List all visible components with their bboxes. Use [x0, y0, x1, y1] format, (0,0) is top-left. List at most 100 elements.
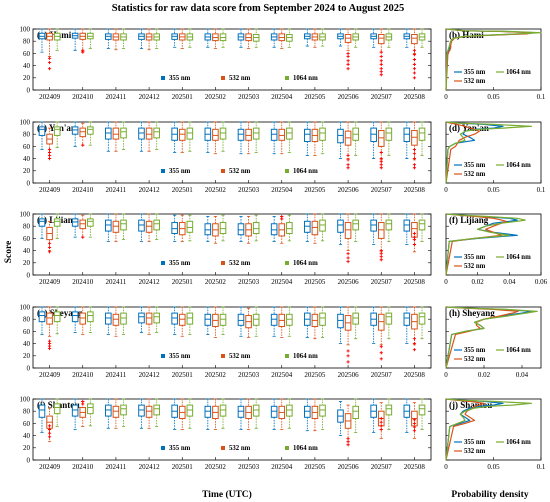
density-legend-label: 532 nm [464, 263, 486, 270]
density-legend-label: 355 nm [464, 254, 486, 261]
box-iqr [418, 312, 426, 325]
box-1064nm-202410 [87, 121, 94, 146]
y-tick-label: 60 [23, 50, 31, 58]
box-1064nm-202505 [319, 121, 326, 155]
outlier-point [47, 147, 52, 152]
box-iqr [53, 218, 61, 227]
box-355nm-202507 [370, 398, 377, 433]
box-iqr [377, 313, 385, 331]
density-panel-title: (j) Shantou [449, 400, 492, 410]
box-iqr [105, 127, 112, 140]
box-1064nm-202412 [153, 121, 160, 150]
box-iqr [71, 126, 79, 135]
x-tick-label: 202505 [304, 186, 326, 194]
box-iqr [385, 404, 393, 416]
outlier-point [346, 440, 350, 444]
box-iqr [186, 312, 194, 325]
box-iqr [105, 312, 112, 325]
box-1064nm-202501 [186, 28, 194, 48]
box-iqr [286, 127, 293, 140]
x-tick-label: 202410 [72, 463, 94, 471]
density-legend-label: 1064 nm [506, 162, 531, 169]
box-1064nm-202411 [120, 398, 127, 427]
box-iqr [120, 404, 127, 416]
box-355nm-202501 [171, 28, 178, 48]
y-tick-label: 80 [23, 223, 31, 231]
box-532nm-202411 [112, 28, 120, 51]
box-1064nm-202506 [352, 28, 359, 48]
outlier-point [379, 258, 383, 262]
box-iqr [53, 311, 61, 323]
density-x-tick-label: 0 [444, 278, 448, 286]
x-tick-label: 202505 [304, 278, 326, 286]
x-tick-label: 202505 [304, 463, 326, 471]
box-532nm-202502 [212, 28, 219, 49]
outlier-point [412, 152, 417, 156]
box-532nm-202412 [145, 398, 153, 429]
box-1064nm-202412 [153, 213, 160, 241]
box-iqr [105, 404, 112, 417]
box-355nm-202508 [403, 306, 411, 345]
box-355nm-202410 [71, 398, 79, 430]
box-iqr [411, 130, 418, 146]
density-x-tick-label: 0 [444, 371, 448, 379]
box-532nm-202502 [212, 121, 219, 155]
box-1064nm-202501 [186, 121, 194, 152]
box-355nm-202412 [138, 398, 145, 429]
outlier-point [346, 256, 350, 260]
box-1064nm-202505 [319, 306, 326, 338]
box-iqr [370, 127, 377, 143]
box-iqr [319, 312, 326, 326]
x-tick-label: 202410 [72, 371, 94, 379]
y-tick-label: 100 [20, 395, 31, 403]
outlier-point [379, 54, 383, 59]
outlier-point [412, 235, 417, 239]
outlier-point [379, 249, 383, 253]
box-iqr [87, 218, 94, 227]
box-iqr [319, 404, 326, 417]
outlier-point [346, 67, 350, 71]
box-355nm-202505 [304, 398, 311, 432]
density-legend-label: 355 nm [464, 439, 486, 446]
box-1064nm-202505 [319, 28, 326, 47]
density-legend-label: 355 nm [464, 69, 486, 76]
box-532nm-202410 [79, 306, 87, 335]
box-iqr [337, 128, 344, 144]
density-line-1064nm [445, 306, 538, 369]
box-355nm-202507 [370, 213, 377, 245]
box-1064nm-202504 [286, 121, 293, 153]
outlier-point [379, 150, 383, 155]
box-iqr [219, 127, 227, 140]
x-tick-label: 202503 [238, 278, 260, 286]
box-1064nm-202503 [252, 398, 260, 429]
figure-title: Statistics for raw data score from Septe… [112, 3, 405, 14]
box-iqr [204, 405, 212, 418]
outlier-point [379, 166, 383, 170]
box-355nm-202505 [304, 213, 311, 242]
box-1064nm-202507 [385, 213, 393, 242]
box-iqr [377, 222, 385, 239]
density-legend-label: 1064 nm [506, 254, 531, 261]
box-1064nm-202508 [418, 28, 426, 48]
box-355nm-202412 [138, 28, 145, 49]
box-532nm-202506 [344, 121, 352, 160]
box-iqr [79, 219, 87, 230]
x-tick-label: 202503 [238, 93, 260, 101]
box-iqr [311, 220, 319, 236]
y-tick-label: 0 [27, 364, 31, 372]
box-532nm-202501 [178, 121, 186, 153]
box-1064nm-202410 [87, 213, 94, 238]
box-355nm-202505 [304, 306, 311, 338]
box-532nm-202505 [311, 398, 319, 432]
outlier-point [47, 427, 52, 432]
box-iqr [112, 127, 120, 140]
box-532nm-202412 [145, 306, 153, 335]
box-iqr [377, 130, 385, 147]
box-iqr [87, 403, 94, 415]
box-355nm-202412 [138, 121, 145, 152]
box-355nm-202410 [71, 121, 79, 147]
box-532nm-202506 [344, 213, 352, 252]
box-axes-frame [32, 306, 432, 369]
x-tick-label: 202507 [371, 278, 393, 286]
density-line-1064nm [445, 398, 533, 461]
